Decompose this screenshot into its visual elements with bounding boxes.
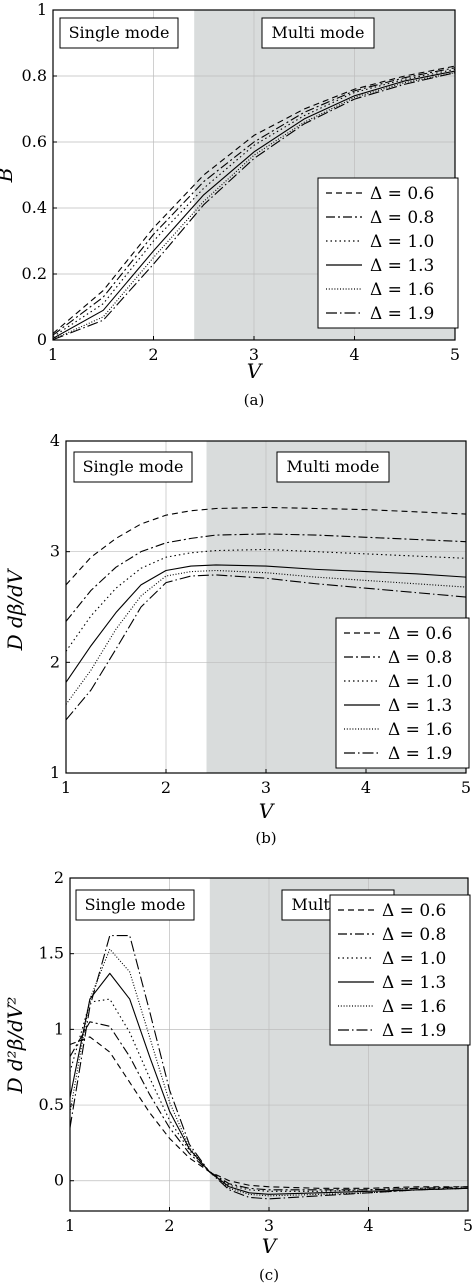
legend-label-5: Δ = 1.6 [388,720,452,740]
multi-mode-label-box [261,17,375,49]
series-line-1 [65,506,467,586]
legend-label-1: Δ = 0.6 [370,184,434,204]
panel-caption: (c) [259,1266,279,1284]
x-tick-label: 5 [463,1216,473,1235]
legend-label-2: Δ = 0.8 [370,208,434,228]
legend-label-4: Δ = 1.3 [382,973,446,993]
single-mode-label: Single mode [69,23,170,42]
series-line-4 [65,564,467,683]
legend-label-2: Δ = 0.8 [388,648,452,668]
x-tick-label: 2 [161,778,171,797]
x-tick-label: 1 [61,778,71,797]
single-mode-label-box [75,889,195,921]
single-mode-label: Single mode [83,457,184,476]
legend-label-1: Δ = 0.6 [382,901,446,921]
legend-label-6: Δ = 1.9 [370,304,434,324]
x-axis-label: V [259,799,276,823]
y-tick-label: 0.5 [39,1095,64,1114]
y-axis-label: B [0,168,17,184]
series-line-2 [65,533,467,622]
x-tick-label: 3 [261,778,271,797]
series-line-2 [52,67,456,336]
panel-caption: (a) [244,391,265,409]
legend-label-5: Δ = 1.6 [370,280,434,300]
single-mode-label-box [73,451,193,483]
legend-label-2: Δ = 0.8 [382,925,446,945]
legend-label-3: Δ = 1.0 [382,949,446,969]
x-tick-label: 5 [450,345,460,364]
x-tick-label: 4 [363,1216,373,1235]
panel-caption: (b) [255,829,276,847]
y-axis-label: D dβ/dV [3,567,27,651]
x-tick-label: 4 [361,778,371,797]
y-tick-label: 0 [54,1171,64,1190]
multi-mode-label-box [276,451,390,483]
y-tick-label: 3 [50,542,60,561]
x-tick-label: 2 [148,345,158,364]
series-line-5 [65,569,467,705]
y-tick-label: 4 [50,431,60,450]
legend-label-3: Δ = 1.0 [388,672,452,692]
legend-label-5: Δ = 1.6 [382,997,446,1017]
legend-label-3: Δ = 1.0 [370,232,434,252]
legend-label-6: Δ = 1.9 [388,744,452,764]
x-tick-label: 1 [48,345,58,364]
series-line-3 [52,68,456,338]
legend-box [335,617,470,769]
series-line-6 [52,72,456,341]
y-tick-label: 1 [54,1019,64,1038]
y-tick-label: 0.2 [22,264,47,283]
legend-label-4: Δ = 1.3 [388,696,452,716]
multi-mode-label: Multi mode [287,457,380,476]
x-axis-label: V [262,1234,279,1258]
legend-label-6: Δ = 1.9 [382,1021,446,1041]
series-line-6 [65,574,467,721]
chart-panel-b: 1 2 3 4 5 1 2 3 4 Single mode Multi mode Δ = 0.6 Δ =… [3,431,471,847]
x-tick-label: 5 [461,778,471,797]
series-line-1 [52,65,456,334]
y-axis-label: D d²β/dV² [3,997,27,1095]
x-tick-label: 3 [249,345,259,364]
series-line-4 [52,70,456,339]
y-tick-label: 0.4 [22,198,47,217]
y-tick-label: 0.8 [22,66,47,85]
single-mode-label-box [59,17,179,49]
x-tick-label: 3 [264,1216,274,1235]
legend-box [317,177,459,329]
chart-panel-a: 1 2 3 4 5 0 0.2 0.4 0.6 0.8 1 Single mode Multi mode… [0,0,460,409]
y-tick-label: 0.6 [22,132,47,151]
y-tick-label: 2 [50,652,60,671]
x-tick-label: 1 [65,1216,75,1235]
single-mode-label: Single mode [85,895,186,914]
y-tick-label: 1 [50,763,60,782]
x-tick-label: 2 [164,1216,174,1235]
series-line-6 [69,934,469,1200]
y-tick-label: 1 [37,0,47,19]
x-axis-label: V [247,359,264,383]
series-line-2 [69,1021,469,1191]
y-tick-label: 1.5 [39,944,64,963]
legend-label-1: Δ = 0.6 [388,624,452,644]
legend-box [329,894,471,1046]
y-tick-label: 0 [37,330,47,349]
multi-mode-label: Multi mode [272,23,365,42]
legend-label-4: Δ = 1.3 [370,256,434,276]
y-tick-label: 2 [54,868,64,887]
x-tick-label: 4 [349,345,359,364]
